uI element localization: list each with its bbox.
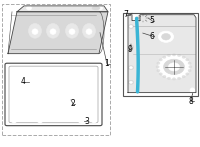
Polygon shape xyxy=(8,12,108,54)
Text: 3: 3 xyxy=(85,117,89,126)
Circle shape xyxy=(186,73,189,75)
Ellipse shape xyxy=(50,29,56,34)
Text: 8: 8 xyxy=(189,97,193,106)
Circle shape xyxy=(97,6,103,10)
Text: 2: 2 xyxy=(71,99,75,108)
Ellipse shape xyxy=(66,24,78,38)
Circle shape xyxy=(172,78,176,80)
Circle shape xyxy=(12,120,16,123)
Circle shape xyxy=(172,54,176,56)
Circle shape xyxy=(92,120,96,123)
Ellipse shape xyxy=(80,120,88,123)
Polygon shape xyxy=(128,15,196,93)
Text: 5: 5 xyxy=(150,16,154,25)
Circle shape xyxy=(12,72,16,75)
Circle shape xyxy=(158,55,190,79)
Circle shape xyxy=(182,56,185,58)
Text: 1: 1 xyxy=(105,59,109,69)
Ellipse shape xyxy=(29,24,42,38)
Circle shape xyxy=(163,56,166,58)
Circle shape xyxy=(128,25,134,28)
Polygon shape xyxy=(17,6,108,12)
Text: 7: 7 xyxy=(124,10,128,19)
Circle shape xyxy=(130,25,132,27)
Ellipse shape xyxy=(46,24,60,38)
Circle shape xyxy=(157,69,160,72)
Circle shape xyxy=(177,77,181,80)
Circle shape xyxy=(188,62,191,64)
Circle shape xyxy=(130,46,132,48)
Circle shape xyxy=(162,34,170,40)
Ellipse shape xyxy=(78,119,90,124)
Circle shape xyxy=(68,67,72,71)
Circle shape xyxy=(158,31,174,42)
Circle shape xyxy=(92,72,96,75)
Circle shape xyxy=(26,6,32,10)
Circle shape xyxy=(186,59,189,61)
Circle shape xyxy=(157,62,160,64)
Circle shape xyxy=(168,63,180,71)
Circle shape xyxy=(182,75,185,78)
Circle shape xyxy=(128,66,134,70)
Circle shape xyxy=(189,66,192,68)
Circle shape xyxy=(38,120,42,123)
Circle shape xyxy=(130,67,132,69)
Ellipse shape xyxy=(25,80,33,84)
Circle shape xyxy=(159,73,162,75)
Circle shape xyxy=(188,69,191,72)
Circle shape xyxy=(177,54,181,57)
Ellipse shape xyxy=(69,29,75,34)
Circle shape xyxy=(128,45,134,49)
Circle shape xyxy=(167,54,171,57)
Ellipse shape xyxy=(86,29,92,34)
Circle shape xyxy=(130,81,132,83)
Circle shape xyxy=(163,75,166,78)
Circle shape xyxy=(137,14,149,22)
Circle shape xyxy=(159,59,162,61)
Text: 9: 9 xyxy=(127,45,132,55)
Circle shape xyxy=(156,66,159,68)
Circle shape xyxy=(38,67,42,71)
Ellipse shape xyxy=(190,88,195,93)
Ellipse shape xyxy=(191,89,193,92)
Ellipse shape xyxy=(83,24,96,38)
Ellipse shape xyxy=(139,32,141,34)
Circle shape xyxy=(167,77,171,80)
Text: 6: 6 xyxy=(150,31,154,41)
Ellipse shape xyxy=(92,6,100,10)
Circle shape xyxy=(140,16,146,21)
Circle shape xyxy=(164,59,184,75)
Circle shape xyxy=(128,80,134,84)
Ellipse shape xyxy=(32,29,38,34)
Text: 4: 4 xyxy=(21,77,25,86)
Ellipse shape xyxy=(27,80,31,83)
Ellipse shape xyxy=(137,31,143,35)
